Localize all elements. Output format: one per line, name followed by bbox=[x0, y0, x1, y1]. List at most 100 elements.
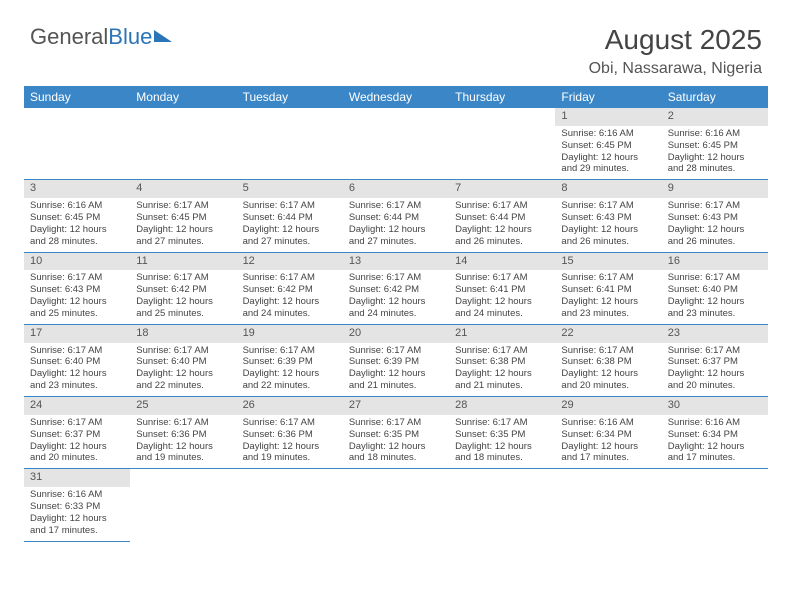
sunrise-text: Sunrise: 6:17 AM bbox=[455, 417, 549, 429]
calendar-cell-empty bbox=[343, 108, 449, 180]
sunrise-text: Sunrise: 6:17 AM bbox=[561, 200, 655, 212]
sunset-text: Sunset: 6:38 PM bbox=[561, 356, 655, 368]
sunset-text: Sunset: 6:45 PM bbox=[136, 212, 230, 224]
sunrise-text: Sunrise: 6:17 AM bbox=[30, 417, 124, 429]
day-details: Sunrise: 6:16 AMSunset: 6:34 PMDaylight:… bbox=[555, 415, 661, 469]
calendar-grid: 1Sunrise: 6:16 AMSunset: 6:45 PMDaylight… bbox=[24, 108, 768, 542]
sunrise-text: Sunrise: 6:16 AM bbox=[561, 128, 655, 140]
day-details: Sunrise: 6:17 AMSunset: 6:43 PMDaylight:… bbox=[662, 198, 768, 252]
sunrise-text: Sunrise: 6:16 AM bbox=[30, 200, 124, 212]
weekday-header: Friday bbox=[555, 86, 661, 108]
weekday-header: Saturday bbox=[662, 86, 768, 108]
daylight-text: Daylight: 12 hours and 17 minutes. bbox=[30, 513, 124, 537]
daylight-text: Daylight: 12 hours and 22 minutes. bbox=[136, 368, 230, 392]
daylight-text: Daylight: 12 hours and 21 minutes. bbox=[349, 368, 443, 392]
sunset-text: Sunset: 6:42 PM bbox=[136, 284, 230, 296]
sunrise-text: Sunrise: 6:17 AM bbox=[668, 345, 762, 357]
daylight-text: Daylight: 12 hours and 25 minutes. bbox=[30, 296, 124, 320]
day-details: Sunrise: 6:17 AMSunset: 6:36 PMDaylight:… bbox=[130, 415, 236, 469]
daylight-text: Daylight: 12 hours and 27 minutes. bbox=[136, 224, 230, 248]
weekday-header: Sunday bbox=[24, 86, 130, 108]
day-number: 10 bbox=[24, 253, 130, 271]
sunrise-text: Sunrise: 6:16 AM bbox=[561, 417, 655, 429]
weekday-header: Tuesday bbox=[237, 86, 343, 108]
day-number: 27 bbox=[343, 397, 449, 415]
day-details: Sunrise: 6:17 AMSunset: 6:40 PMDaylight:… bbox=[130, 343, 236, 397]
calendar-cell: 18Sunrise: 6:17 AMSunset: 6:40 PMDayligh… bbox=[130, 325, 236, 397]
calendar-cell-empty bbox=[343, 469, 449, 541]
calendar-cell-empty bbox=[24, 108, 130, 180]
day-number: 18 bbox=[130, 325, 236, 343]
day-details: Sunrise: 6:17 AMSunset: 6:41 PMDaylight:… bbox=[449, 270, 555, 324]
day-details: Sunrise: 6:17 AMSunset: 6:38 PMDaylight:… bbox=[555, 343, 661, 397]
day-number: 20 bbox=[343, 325, 449, 343]
daylight-text: Daylight: 12 hours and 23 minutes. bbox=[561, 296, 655, 320]
day-details: Sunrise: 6:16 AMSunset: 6:33 PMDaylight:… bbox=[24, 487, 130, 541]
day-details: Sunrise: 6:17 AMSunset: 6:39 PMDaylight:… bbox=[343, 343, 449, 397]
sunset-text: Sunset: 6:44 PM bbox=[243, 212, 337, 224]
daylight-text: Daylight: 12 hours and 25 minutes. bbox=[136, 296, 230, 320]
day-number: 3 bbox=[24, 180, 130, 198]
day-details: Sunrise: 6:16 AMSunset: 6:34 PMDaylight:… bbox=[662, 415, 768, 469]
day-number: 29 bbox=[555, 397, 661, 415]
day-number: 22 bbox=[555, 325, 661, 343]
day-details: Sunrise: 6:17 AMSunset: 6:40 PMDaylight:… bbox=[24, 343, 130, 397]
day-number: 15 bbox=[555, 253, 661, 271]
daylight-text: Daylight: 12 hours and 28 minutes. bbox=[30, 224, 124, 248]
sunset-text: Sunset: 6:45 PM bbox=[30, 212, 124, 224]
daylight-text: Daylight: 12 hours and 27 minutes. bbox=[349, 224, 443, 248]
day-details: Sunrise: 6:17 AMSunset: 6:35 PMDaylight:… bbox=[449, 415, 555, 469]
day-details: Sunrise: 6:16 AMSunset: 6:45 PMDaylight:… bbox=[662, 126, 768, 180]
day-number: 13 bbox=[343, 253, 449, 271]
day-number: 30 bbox=[662, 397, 768, 415]
daylight-text: Daylight: 12 hours and 22 minutes. bbox=[243, 368, 337, 392]
day-number: 12 bbox=[237, 253, 343, 271]
daylight-text: Daylight: 12 hours and 17 minutes. bbox=[668, 441, 762, 465]
day-number: 21 bbox=[449, 325, 555, 343]
daylight-text: Daylight: 12 hours and 26 minutes. bbox=[561, 224, 655, 248]
calendar-cell: 26Sunrise: 6:17 AMSunset: 6:36 PMDayligh… bbox=[237, 397, 343, 469]
calendar-cell: 6Sunrise: 6:17 AMSunset: 6:44 PMDaylight… bbox=[343, 180, 449, 252]
calendar-cell: 16Sunrise: 6:17 AMSunset: 6:40 PMDayligh… bbox=[662, 253, 768, 325]
day-details: Sunrise: 6:17 AMSunset: 6:44 PMDaylight:… bbox=[343, 198, 449, 252]
sunset-text: Sunset: 6:35 PM bbox=[455, 429, 549, 441]
day-details: Sunrise: 6:17 AMSunset: 6:40 PMDaylight:… bbox=[662, 270, 768, 324]
calendar-cell: 24Sunrise: 6:17 AMSunset: 6:37 PMDayligh… bbox=[24, 397, 130, 469]
calendar-cell: 20Sunrise: 6:17 AMSunset: 6:39 PMDayligh… bbox=[343, 325, 449, 397]
day-number: 24 bbox=[24, 397, 130, 415]
sunset-text: Sunset: 6:44 PM bbox=[349, 212, 443, 224]
daylight-text: Daylight: 12 hours and 17 minutes. bbox=[561, 441, 655, 465]
day-details: Sunrise: 6:17 AMSunset: 6:43 PMDaylight:… bbox=[24, 270, 130, 324]
daylight-text: Daylight: 12 hours and 21 minutes. bbox=[455, 368, 549, 392]
sunrise-text: Sunrise: 6:17 AM bbox=[455, 272, 549, 284]
daylight-text: Daylight: 12 hours and 18 minutes. bbox=[349, 441, 443, 465]
day-details: Sunrise: 6:17 AMSunset: 6:42 PMDaylight:… bbox=[130, 270, 236, 324]
day-details: Sunrise: 6:16 AMSunset: 6:45 PMDaylight:… bbox=[24, 198, 130, 252]
calendar-cell: 21Sunrise: 6:17 AMSunset: 6:38 PMDayligh… bbox=[449, 325, 555, 397]
sunrise-text: Sunrise: 6:17 AM bbox=[30, 345, 124, 357]
day-number: 26 bbox=[237, 397, 343, 415]
sunset-text: Sunset: 6:40 PM bbox=[136, 356, 230, 368]
sunrise-text: Sunrise: 6:17 AM bbox=[668, 200, 762, 212]
calendar-cell: 4Sunrise: 6:17 AMSunset: 6:45 PMDaylight… bbox=[130, 180, 236, 252]
sunrise-text: Sunrise: 6:16 AM bbox=[668, 417, 762, 429]
daylight-text: Daylight: 12 hours and 20 minutes. bbox=[668, 368, 762, 392]
day-details: Sunrise: 6:17 AMSunset: 6:35 PMDaylight:… bbox=[343, 415, 449, 469]
sunset-text: Sunset: 6:34 PM bbox=[668, 429, 762, 441]
sunrise-text: Sunrise: 6:16 AM bbox=[30, 489, 124, 501]
sunrise-text: Sunrise: 6:17 AM bbox=[136, 200, 230, 212]
sunset-text: Sunset: 6:33 PM bbox=[30, 501, 124, 513]
daylight-text: Daylight: 12 hours and 26 minutes. bbox=[668, 224, 762, 248]
calendar-cell: 9Sunrise: 6:17 AMSunset: 6:43 PMDaylight… bbox=[662, 180, 768, 252]
calendar-cell: 1Sunrise: 6:16 AMSunset: 6:45 PMDaylight… bbox=[555, 108, 661, 180]
calendar-cell: 29Sunrise: 6:16 AMSunset: 6:34 PMDayligh… bbox=[555, 397, 661, 469]
sunrise-text: Sunrise: 6:17 AM bbox=[668, 272, 762, 284]
title-block: August 2025 Obi, Nassarawa, Nigeria bbox=[589, 24, 762, 78]
sunrise-text: Sunrise: 6:17 AM bbox=[136, 272, 230, 284]
daylight-text: Daylight: 12 hours and 20 minutes. bbox=[561, 368, 655, 392]
day-number: 28 bbox=[449, 397, 555, 415]
day-number: 6 bbox=[343, 180, 449, 198]
day-details: Sunrise: 6:16 AMSunset: 6:45 PMDaylight:… bbox=[555, 126, 661, 180]
weekday-header-row: SundayMondayTuesdayWednesdayThursdayFrid… bbox=[24, 86, 768, 108]
calendar-cell-empty bbox=[449, 469, 555, 541]
